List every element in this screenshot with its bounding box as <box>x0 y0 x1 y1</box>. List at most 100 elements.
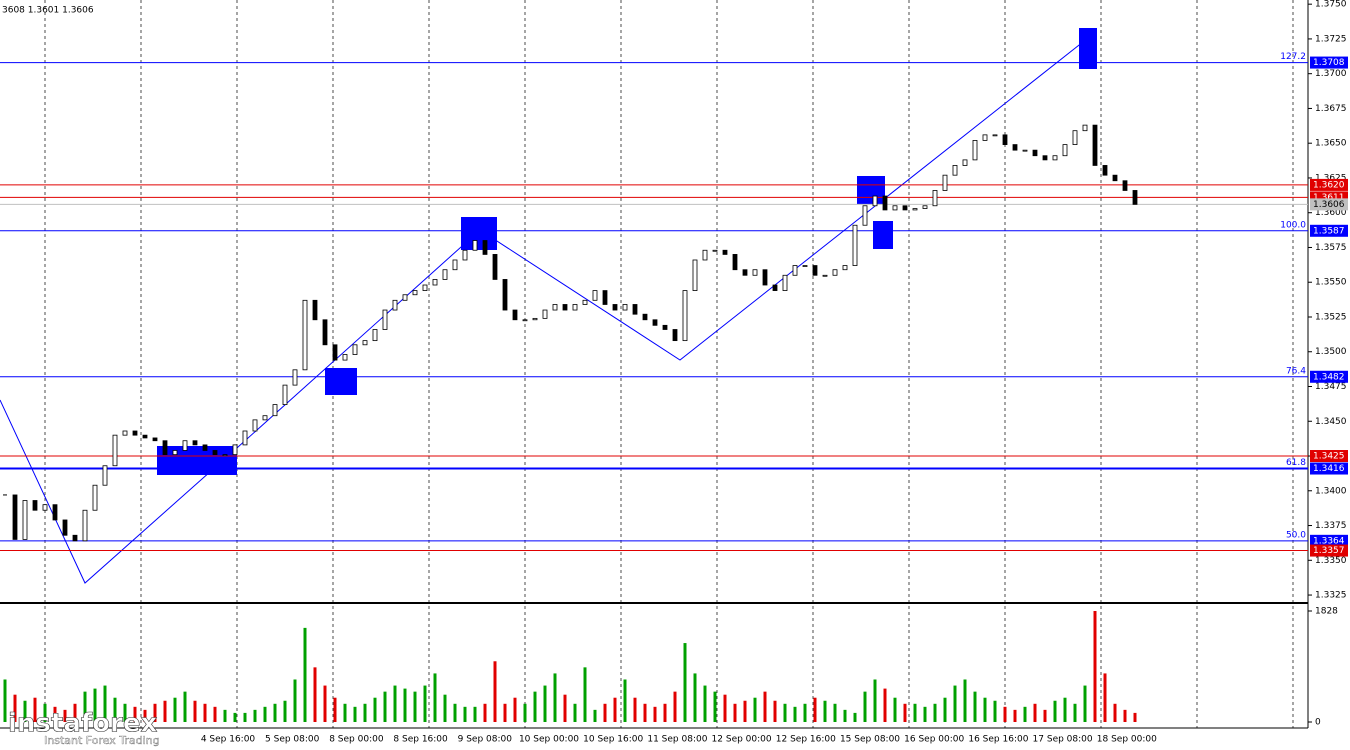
candle <box>742 269 748 276</box>
x-tick-label: 12 Sep 00:00 <box>712 735 772 745</box>
volume-bar <box>753 697 757 722</box>
volume-bar <box>1053 700 1057 722</box>
level-tag <box>1310 56 1348 69</box>
fib-label: 100.0 <box>1280 220 1306 230</box>
candle <box>1122 180 1128 191</box>
candle <box>1112 174 1118 182</box>
volume-bar <box>1093 611 1097 722</box>
box-marker <box>461 217 497 250</box>
candle <box>792 265 798 276</box>
candle <box>882 195 888 211</box>
y-tick-label: 1.3475 <box>1315 382 1347 392</box>
x-tick-label: 17 Sep 08:00 <box>1033 735 1093 745</box>
wave-line <box>0 37 1089 584</box>
volume-bar <box>1043 709 1047 722</box>
volume-bar <box>143 709 147 722</box>
y-tick-label: 1.3325 <box>1315 591 1347 601</box>
volume-bar <box>283 700 287 722</box>
volume-bar <box>123 703 127 722</box>
candle <box>622 304 628 311</box>
candle <box>132 430 138 436</box>
volume-bar <box>623 679 627 722</box>
candle <box>992 134 998 137</box>
x-tick-label: 16 Sep 16:00 <box>968 735 1028 745</box>
volume-bar <box>883 688 887 722</box>
fib-label: 127.2 <box>1280 52 1306 62</box>
volume-bar <box>493 661 497 722</box>
volume-bar <box>683 643 687 722</box>
y-tick-label: 1.3675 <box>1315 104 1347 114</box>
candle <box>812 265 818 276</box>
volume-bar <box>413 691 417 722</box>
candle <box>82 509 88 542</box>
candle <box>592 290 598 301</box>
candle <box>242 430 248 446</box>
level-label: 1.3620 <box>1313 180 1345 190</box>
y-tick-label: 1.3750 <box>1315 0 1347 10</box>
candle <box>432 279 438 286</box>
volume-bar <box>313 667 317 722</box>
candle <box>342 354 348 361</box>
volume-bar <box>853 712 857 722</box>
y-tick-label: 1.3725 <box>1315 34 1347 44</box>
volume-bar <box>1033 703 1037 722</box>
candle <box>402 294 408 301</box>
logo: instaforex <box>8 709 158 739</box>
candle <box>752 269 758 276</box>
volume-bar <box>813 697 817 722</box>
candle <box>312 299 318 321</box>
box-marker <box>325 368 357 395</box>
volume-bar <box>213 706 217 722</box>
volume-bar <box>843 709 847 722</box>
volume-bar <box>163 700 167 722</box>
volume-bar <box>1063 697 1067 722</box>
volume-bar <box>43 703 47 722</box>
volume-bar <box>263 706 267 722</box>
volume-bar <box>733 703 737 722</box>
volume-bar <box>633 697 637 722</box>
volume-bar <box>923 706 927 722</box>
volume-bar <box>963 679 967 722</box>
level-label: 1.3416 <box>1313 464 1345 474</box>
volume-bar <box>553 673 557 722</box>
level-label: 1.3587 <box>1313 226 1345 236</box>
candle <box>322 319 328 346</box>
candle <box>652 319 658 326</box>
candle <box>872 195 878 207</box>
volume-bar <box>33 697 37 722</box>
wave-markers <box>157 28 1097 475</box>
candle <box>852 224 858 266</box>
level-tag <box>1310 178 1348 191</box>
volume-bar <box>893 697 897 722</box>
fib-label: 61.8 <box>1286 458 1306 468</box>
candle <box>152 437 158 442</box>
volume-bar <box>343 703 347 722</box>
candle <box>32 500 38 511</box>
volume-bar <box>793 706 797 722</box>
candle <box>552 304 558 311</box>
candle <box>362 340 368 346</box>
volume-bar <box>373 697 377 722</box>
candle <box>612 304 618 311</box>
candle <box>412 290 418 296</box>
candle <box>892 205 898 211</box>
candle <box>1002 134 1008 145</box>
volume-bar <box>1103 673 1107 722</box>
x-tick-label: 4 Sep 16:00 <box>201 735 256 745</box>
volume-bar <box>63 709 67 722</box>
volume-bar <box>1023 706 1027 722</box>
x-tick-label: 12 Sep 16:00 <box>776 735 836 745</box>
volume-bar <box>603 703 607 722</box>
volume-bar <box>253 709 257 722</box>
candle <box>1052 155 1058 161</box>
level-label: 1.3606 <box>1313 200 1345 210</box>
candle <box>1092 124 1098 166</box>
volume-bar <box>973 691 977 722</box>
volume-bar <box>203 703 207 722</box>
candle <box>632 304 638 315</box>
volume-bar <box>303 627 307 722</box>
candle <box>162 440 168 456</box>
volume-bar <box>483 703 487 722</box>
candle <box>422 284 428 291</box>
candle <box>702 249 708 261</box>
